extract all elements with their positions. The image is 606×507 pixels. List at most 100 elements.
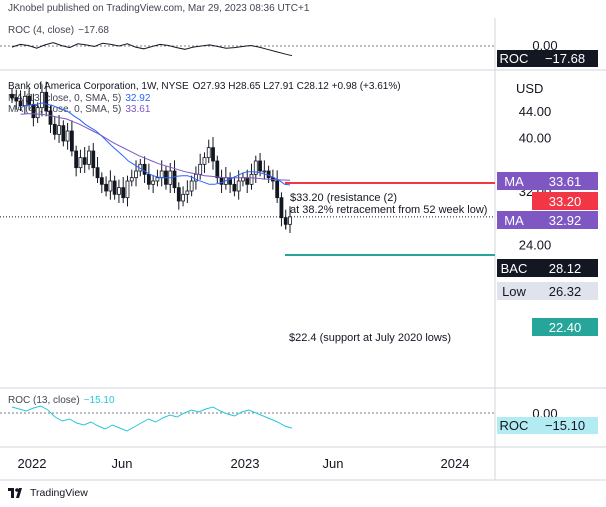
candle-body — [198, 163, 203, 175]
roc-top-tag-name: ROC — [500, 51, 529, 66]
candle-body — [91, 150, 96, 169]
candle-body — [14, 97, 19, 102]
candle-body — [288, 216, 292, 225]
price-tag-name: Low — [502, 284, 526, 299]
price-tag-name: BAC — [501, 261, 528, 276]
roc-bottom-line — [11, 405, 293, 432]
candle-body — [112, 180, 117, 195]
candle-body — [74, 150, 79, 169]
candle-body — [245, 177, 250, 185]
price-tag-value: 32.92 — [549, 213, 582, 228]
candle-body — [87, 150, 91, 165]
candle-body — [48, 110, 53, 125]
candle-body — [22, 95, 27, 107]
candle-body — [262, 170, 267, 173]
candle-body — [52, 123, 57, 135]
candle-body — [155, 177, 160, 182]
publisher-header: JKnobel published on TradingView.com, Ma… — [8, 3, 310, 14]
price-tick-label: 40.00 — [519, 131, 552, 146]
roc-bottom-tag-value: −15.10 — [545, 418, 585, 433]
resistance-annotation-line1: $33.20 (resistance (2) — [290, 192, 397, 204]
price-tag-value: 22.40 — [549, 320, 582, 335]
candle-body — [275, 180, 280, 199]
candle-body — [232, 183, 237, 192]
roc-top-tag-value: −17.68 — [545, 51, 585, 66]
candle-body — [258, 160, 262, 172]
price-tag: 22.40 — [532, 318, 598, 336]
tradingview-logo: TradingView — [8, 487, 88, 499]
candle-body — [78, 157, 83, 169]
candle-body — [146, 173, 151, 185]
price-tags: MA 33.61 33.20 MA 32.92 BAC 28.12 Low 26.32 22.40 — [497, 172, 598, 336]
candle-body — [279, 197, 284, 219]
candle-body — [40, 91, 44, 109]
candle-body — [202, 157, 207, 165]
currency-label: USD — [516, 81, 543, 96]
price-tag-name: MA — [504, 174, 524, 189]
ma13-legend: MA (13, close, 0, SMA, 5) 32.92 — [8, 93, 151, 104]
candle-body — [104, 183, 108, 192]
time-tick-label: 2022 — [18, 456, 47, 471]
candle-body — [215, 160, 220, 179]
roc-top-tag: ROC −17.68 — [497, 50, 598, 67]
candle-body — [121, 187, 126, 199]
candle-body — [159, 170, 164, 179]
candles — [10, 81, 292, 233]
candle-body — [18, 100, 23, 107]
candle-body — [125, 180, 130, 199]
candle-body — [99, 177, 104, 185]
tradingview-logo-icon — [8, 488, 22, 498]
price-tag: MA 33.61 — [497, 172, 598, 190]
ma40-line — [20, 113, 291, 181]
price-tag: BAC 28.12 — [497, 259, 598, 277]
roc-top-legend: ROC (4, close) −17.68 — [8, 25, 109, 36]
roc-top-zero-label: 0.00 — [532, 38, 557, 53]
candle-body — [206, 147, 211, 159]
price-tag-value: 28.12 — [549, 261, 582, 276]
roc-bottom-panel: ROC (13, close) −15.10 0.00 ROC −15.10 — [0, 395, 598, 434]
time-tick-label: Jun — [323, 456, 344, 471]
candle-body — [249, 173, 254, 185]
roc-bottom-legend: ROC (13, close) −15.10 — [8, 395, 115, 406]
time-tick-label: Jun — [112, 456, 133, 471]
roc-bottom-tag-name: ROC — [500, 418, 529, 433]
price-tag: MA 32.92 — [497, 211, 598, 229]
candle-body — [151, 180, 156, 185]
price-tick-label: 44.00 — [519, 104, 552, 119]
candle-body — [172, 170, 177, 189]
support-annotation: $22.4 (support at July 2020 lows) — [289, 332, 451, 344]
chart-frame — [0, 18, 606, 481]
price-tag-value: 33.20 — [549, 194, 582, 209]
candle-body — [236, 180, 241, 192]
candle-body — [31, 103, 36, 119]
candle-body — [142, 163, 147, 175]
candle-body — [134, 170, 138, 179]
time-axis: 2022 Jun 2023 Jun 2024 — [18, 456, 470, 471]
price-tag: 33.20 — [532, 192, 598, 210]
candle-body — [61, 125, 66, 142]
candle-body — [27, 95, 32, 105]
candle-body — [82, 157, 87, 165]
price-tag: Low 26.32 — [497, 282, 598, 300]
symbol-title: Bank of America Corporation, 1W, NYSE O27… — [8, 81, 401, 92]
time-tick-label: 2023 — [231, 456, 260, 471]
candle-body — [129, 177, 134, 182]
candle-body — [95, 167, 100, 179]
roc-bottom-tag: ROC −15.10 — [497, 417, 598, 434]
candle-body — [65, 130, 70, 142]
candle-body — [108, 180, 113, 192]
resistance-annotation-line2: at 38.2% retracement from 52 week low) — [290, 204, 487, 216]
time-tick-label: 2024 — [441, 456, 470, 471]
price-tag-name: MA — [504, 213, 524, 228]
candle-body — [176, 187, 181, 202]
candle-body — [57, 125, 61, 135]
ma13-line — [20, 102, 291, 186]
price-tick-label: 24.00 — [519, 237, 552, 252]
candle-body — [35, 107, 40, 119]
price-tag-value: 26.32 — [549, 284, 582, 299]
ma40-legend: MA (40, close, 0, SMA, 5) 33.61 — [8, 104, 151, 115]
candle-body — [44, 91, 49, 112]
candle-body — [211, 147, 215, 162]
